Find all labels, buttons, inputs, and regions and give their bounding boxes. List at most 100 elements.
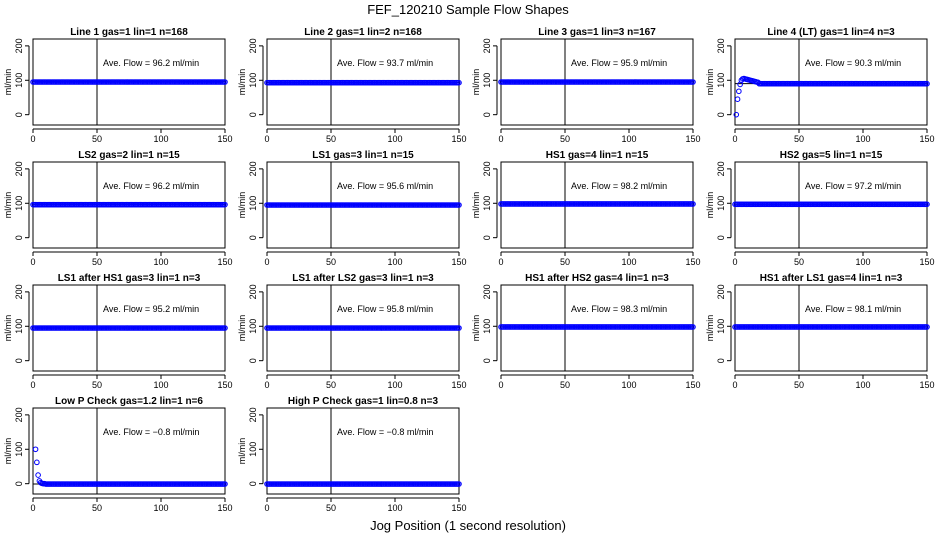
y-tick-label: 100: [14, 196, 24, 211]
average-flow-annotation: Ave. Flow = 98.1 ml/min: [805, 304, 901, 314]
x-tick-label: 0: [732, 380, 737, 390]
y-axis-label: ml/min: [3, 438, 13, 465]
x-axis: 0 50 100 150: [264, 251, 467, 267]
y-tick-label: 0: [14, 358, 24, 363]
data-point: [222, 79, 228, 85]
x-axis: 0 50 100 150: [498, 128, 701, 144]
y-axis-label: ml/min: [705, 192, 715, 219]
panel-12: HS1 after LS1 gas=4 lin=1 n=3 ml/min 0 50 10…: [705, 273, 935, 390]
y-axis-label: ml/min: [237, 69, 247, 96]
y-axis: 0 100 200: [482, 161, 498, 240]
x-axis: 0 50 100 150: [30, 374, 233, 390]
y-axis: 0 100 200: [14, 407, 30, 486]
y-tick-label: 200: [248, 407, 258, 422]
y-tick-label: 100: [14, 319, 24, 334]
y-axis: 0 100 200: [248, 407, 264, 486]
y-axis-label: ml/min: [237, 315, 247, 342]
y-axis-label: ml/min: [237, 192, 247, 219]
x-tick-label: 0: [732, 134, 737, 144]
y-tick-label: 0: [14, 235, 24, 240]
y-axis: 0 100 200: [248, 284, 264, 363]
x-tick-label: 100: [621, 380, 636, 390]
x-axis: 0 50 100 150: [732, 128, 935, 144]
average-flow-annotation: Ave. Flow = 93.7 ml/min: [337, 58, 433, 68]
y-axis-label: ml/min: [3, 315, 13, 342]
x-axis: 0 50 100 150: [264, 374, 467, 390]
y-tick-label: 0: [482, 235, 492, 240]
data-points: [30, 325, 228, 331]
data-points: [264, 325, 462, 331]
x-tick-label: 100: [387, 503, 402, 513]
y-tick-label: 200: [716, 161, 726, 176]
x-tick-label: 0: [498, 257, 503, 267]
x-tick-label: 150: [217, 380, 232, 390]
average-flow-annotation: Ave. Flow = 90.3 ml/min: [805, 58, 901, 68]
panel-title: LS1 gas=3 lin=1 n=15: [312, 150, 414, 161]
panel-title: HS2 gas=5 lin=1 n=15: [780, 150, 883, 161]
x-tick-label: 50: [92, 134, 102, 144]
y-axis: 0 100 200: [716, 161, 732, 240]
y-tick-label: 100: [716, 73, 726, 88]
panel-title: Low P Check gas=1.2 lin=1 n=6: [55, 396, 203, 407]
y-tick-label: 200: [248, 284, 258, 299]
x-tick-label: 0: [264, 503, 269, 513]
y-tick-label: 100: [248, 196, 258, 211]
panel-title: Line 2 gas=1 lin=2 n=168: [304, 27, 422, 38]
x-tick-label: 50: [560, 257, 570, 267]
x-tick-label: 50: [326, 257, 336, 267]
x-tick-label: 150: [685, 257, 700, 267]
data-point: [222, 201, 228, 208]
y-tick-label: 0: [248, 358, 258, 363]
x-axis: 0 50 100 150: [30, 497, 233, 513]
data-point: [34, 459, 40, 466]
data-point: [924, 324, 930, 330]
panel-7: HS1 gas=4 lin=1 n=15 ml/min 0 50 100 150 0 100 2…: [471, 150, 701, 267]
x-tick-label: 150: [919, 257, 934, 267]
data-points: [732, 324, 930, 330]
x-axis: 0 50 100 150: [498, 251, 701, 267]
y-tick-label: 0: [716, 358, 726, 363]
x-tick-label: 50: [92, 503, 102, 513]
data-points: [32, 446, 228, 487]
x-tick-label: 0: [30, 380, 35, 390]
x-tick-label: 150: [217, 257, 232, 267]
data-point: [222, 481, 228, 487]
y-axis-label: ml/min: [471, 192, 481, 219]
y-tick-label: 0: [14, 112, 24, 117]
x-axis: 0 50 100 150: [264, 128, 467, 144]
panel-13: Low P Check gas=1.2 lin=1 n=6 ml/min 0 50 10…: [3, 396, 233, 513]
x-tick-label: 100: [153, 380, 168, 390]
y-axis-label: ml/min: [705, 315, 715, 342]
data-points: [264, 79, 462, 86]
y-tick-label: 200: [716, 284, 726, 299]
x-tick-label: 100: [855, 380, 870, 390]
panel-10: LS1 after LS2 gas=3 lin=1 n=3 ml/min 0 50 10…: [237, 273, 467, 390]
data-points: [30, 79, 228, 85]
average-flow-annotation: Ave. Flow = 96.2 ml/min: [103, 58, 199, 68]
y-tick-label: 100: [248, 442, 258, 457]
x-tick-label: 50: [92, 380, 102, 390]
y-tick-label: 200: [14, 161, 24, 176]
y-axis: 0 100 200: [14, 38, 30, 117]
y-tick-label: 0: [716, 112, 726, 117]
data-points: [733, 75, 930, 118]
y-tick-label: 100: [716, 196, 726, 211]
x-axis: 0 50 100 150: [732, 374, 935, 390]
panel-title: Line 3 gas=1 lin=3 n=167: [538, 27, 656, 38]
y-tick-label: 0: [482, 112, 492, 117]
x-tick-label: 0: [30, 134, 35, 144]
x-tick-label: 100: [153, 134, 168, 144]
panel-14: High P Check gas=1 lin=0.8 n=3 ml/min 0 50 1…: [237, 396, 467, 513]
x-axis: 0 50 100 150: [30, 128, 233, 144]
x-axis-label: Jog Position (1 second resolution): [370, 518, 566, 533]
data-points: [498, 201, 696, 207]
y-axis-label: ml/min: [3, 69, 13, 96]
y-tick-label: 100: [716, 319, 726, 334]
y-tick-label: 200: [248, 38, 258, 53]
y-axis: 0 100 200: [14, 161, 30, 240]
x-tick-label: 100: [621, 134, 636, 144]
panel-6: LS1 gas=3 lin=1 n=15 ml/min 0 50 100 150 0 100 2…: [237, 150, 467, 267]
y-axis: 0 100 200: [482, 284, 498, 363]
panel-8: HS2 gas=5 lin=1 n=15 ml/min 0 50 100 150 0 100 2…: [705, 150, 935, 267]
